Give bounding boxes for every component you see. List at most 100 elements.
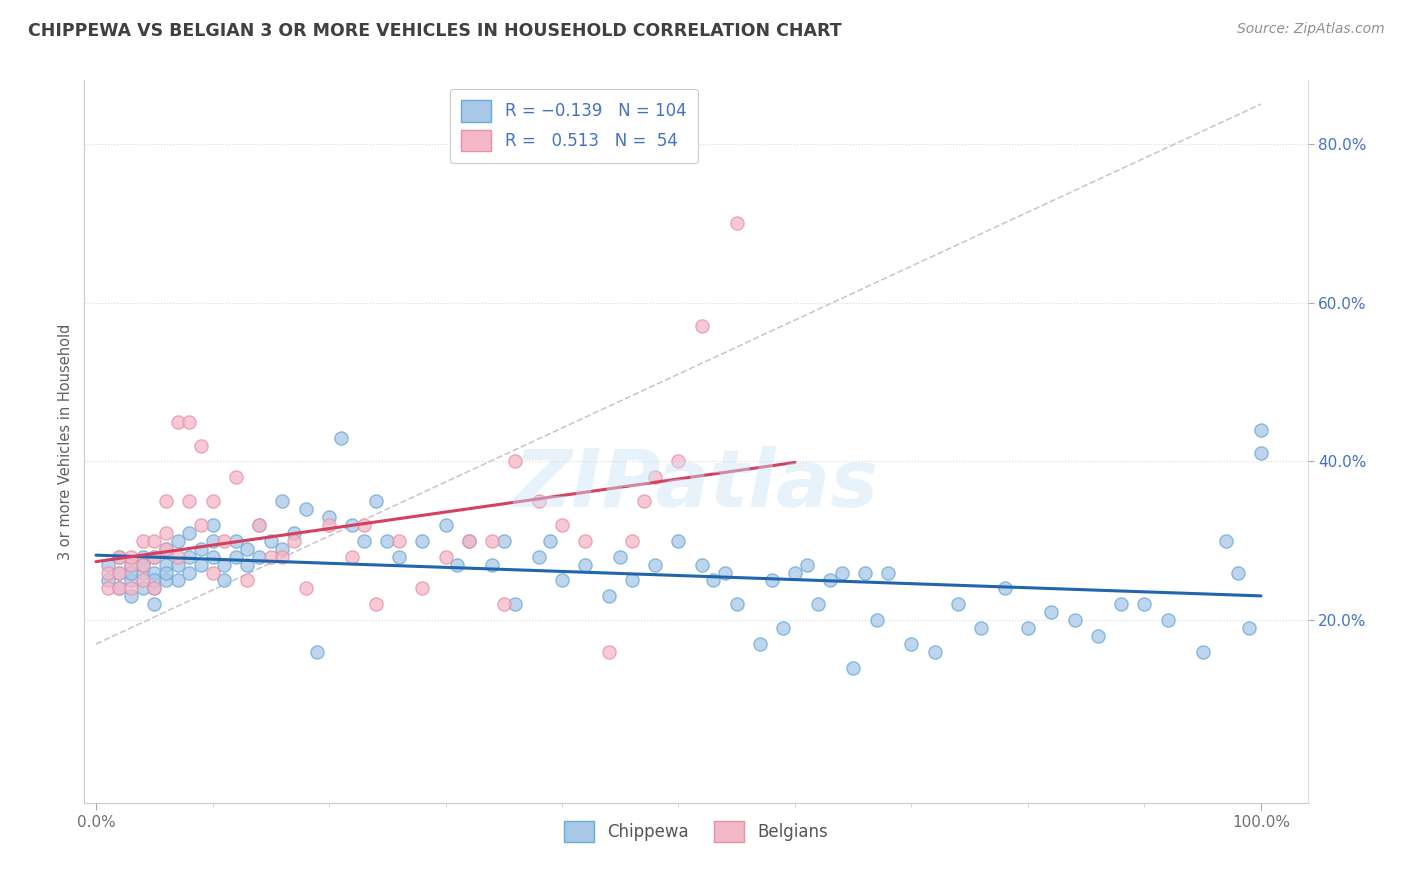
- Point: [260, 549, 283, 564]
- Point: [318, 517, 340, 532]
- Point: [796, 558, 818, 572]
- Point: [143, 582, 166, 596]
- Point: [201, 517, 224, 532]
- Point: [690, 319, 713, 334]
- Point: [538, 533, 561, 548]
- Point: [179, 549, 201, 564]
- Point: [900, 637, 922, 651]
- Point: [283, 525, 305, 540]
- Point: [668, 454, 690, 468]
- Point: [481, 533, 503, 548]
- Point: [411, 582, 433, 596]
- Point: [644, 558, 666, 572]
- Point: [609, 549, 631, 564]
- Point: [818, 574, 841, 588]
- Point: [492, 533, 515, 548]
- Point: [120, 582, 142, 596]
- Point: [620, 574, 643, 588]
- Point: [190, 541, 212, 556]
- Point: [1250, 423, 1272, 437]
- Point: [690, 558, 713, 572]
- Point: [97, 574, 120, 588]
- Point: [97, 582, 120, 596]
- Point: [190, 558, 212, 572]
- Point: [853, 566, 876, 580]
- Point: [364, 597, 387, 611]
- Point: [120, 566, 142, 580]
- Point: [236, 558, 259, 572]
- Point: [1157, 613, 1180, 627]
- Point: [1017, 621, 1039, 635]
- Point: [307, 645, 329, 659]
- Point: [212, 533, 235, 548]
- Point: [143, 582, 166, 596]
- Point: [120, 558, 142, 572]
- Point: [143, 549, 166, 564]
- Point: [179, 566, 201, 580]
- Point: [179, 525, 201, 540]
- Point: [155, 525, 177, 540]
- Point: [143, 597, 166, 611]
- Point: [143, 566, 166, 580]
- Point: [131, 549, 153, 564]
- Point: [831, 566, 853, 580]
- Point: [434, 517, 457, 532]
- Point: [644, 470, 666, 484]
- Point: [271, 541, 294, 556]
- Point: [212, 574, 235, 588]
- Point: [120, 558, 142, 572]
- Point: [1133, 597, 1156, 611]
- Point: [247, 549, 270, 564]
- Point: [201, 494, 224, 508]
- Point: [1063, 613, 1085, 627]
- Point: [446, 558, 468, 572]
- Point: [108, 566, 131, 580]
- Point: [749, 637, 772, 651]
- Text: Source: ZipAtlas.com: Source: ZipAtlas.com: [1237, 22, 1385, 37]
- Point: [166, 549, 188, 564]
- Point: [131, 582, 153, 596]
- Point: [166, 415, 188, 429]
- Point: [702, 574, 724, 588]
- Legend: Chippewa, Belgians: Chippewa, Belgians: [557, 814, 835, 848]
- Point: [598, 645, 620, 659]
- Point: [225, 533, 247, 548]
- Point: [772, 621, 794, 635]
- Point: [131, 558, 153, 572]
- Point: [1250, 446, 1272, 460]
- Point: [131, 533, 153, 548]
- Point: [166, 558, 188, 572]
- Point: [201, 549, 224, 564]
- Point: [375, 533, 398, 548]
- Point: [225, 549, 247, 564]
- Point: [1191, 645, 1213, 659]
- Point: [131, 574, 153, 588]
- Point: [190, 438, 212, 452]
- Point: [155, 541, 177, 556]
- Point: [225, 470, 247, 484]
- Point: [166, 533, 188, 548]
- Point: [155, 541, 177, 556]
- Point: [633, 494, 655, 508]
- Point: [353, 533, 375, 548]
- Point: [155, 566, 177, 580]
- Point: [120, 549, 142, 564]
- Point: [271, 494, 294, 508]
- Point: [505, 597, 527, 611]
- Point: [388, 549, 411, 564]
- Point: [783, 566, 806, 580]
- Point: [294, 582, 316, 596]
- Point: [342, 517, 364, 532]
- Point: [179, 494, 201, 508]
- Point: [108, 582, 131, 596]
- Point: [527, 494, 550, 508]
- Point: [457, 533, 479, 548]
- Point: [434, 549, 457, 564]
- Point: [1109, 597, 1132, 611]
- Point: [318, 510, 340, 524]
- Point: [283, 533, 305, 548]
- Point: [201, 533, 224, 548]
- Point: [364, 494, 387, 508]
- Point: [353, 517, 375, 532]
- Point: [108, 566, 131, 580]
